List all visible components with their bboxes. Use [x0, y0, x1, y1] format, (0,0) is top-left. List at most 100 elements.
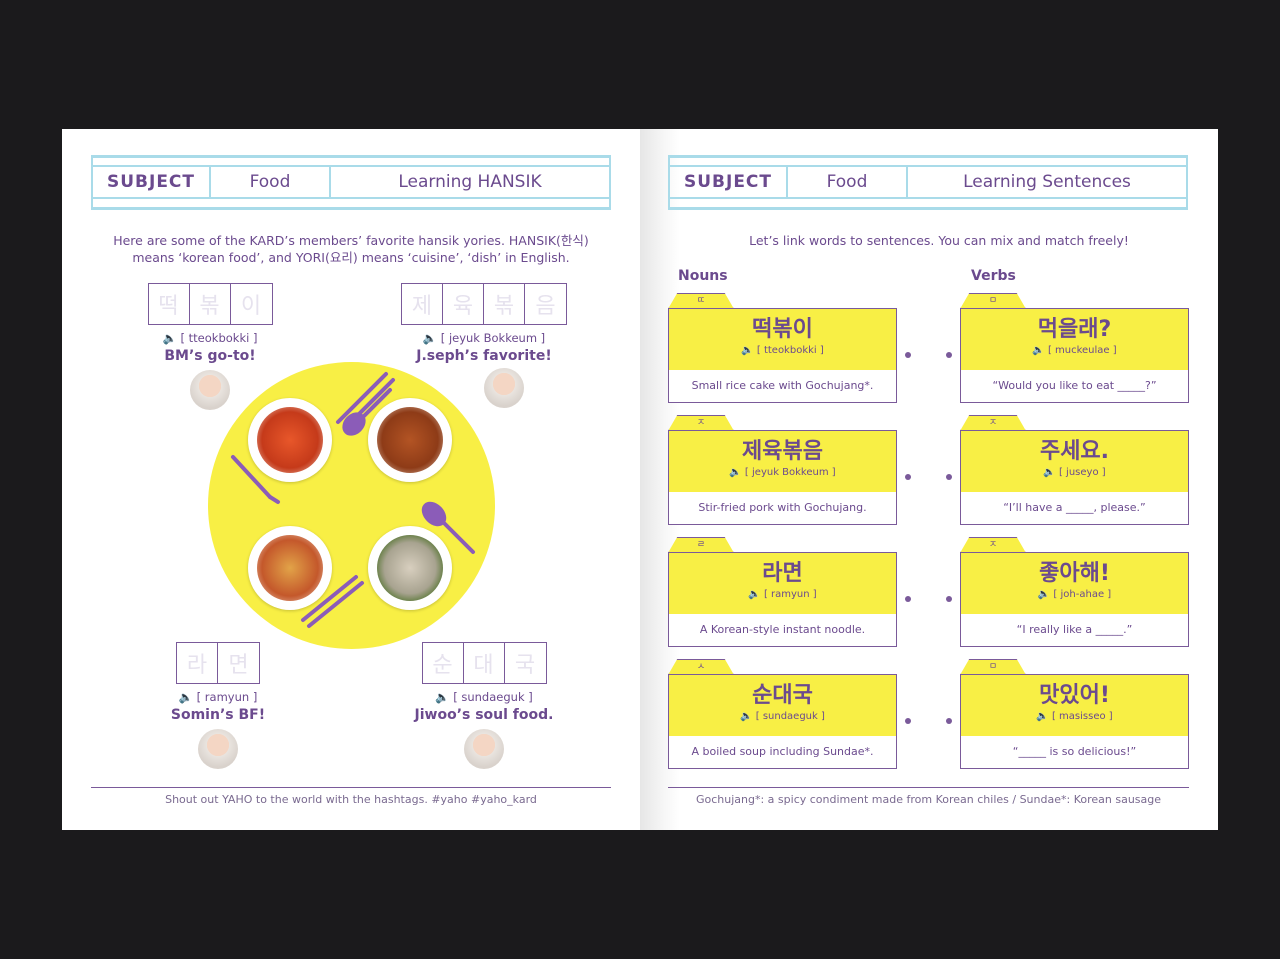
- topic-label: Food: [211, 167, 331, 197]
- card-body: 순대국 🔈 [ sundaeguk ] A boiled soup includ…: [668, 674, 897, 769]
- link-dot[interactable]: [946, 596, 952, 602]
- link-dot[interactable]: [905, 596, 911, 602]
- intro-text: Here are some of the KARD’s members’ fav…: [62, 232, 640, 266]
- link-dot[interactable]: [905, 474, 911, 480]
- korean-word: 순대국: [752, 683, 813, 708]
- caption: Somin’s BF!: [170, 707, 266, 723]
- korean-word: 먹을래?: [1037, 317, 1112, 342]
- meaning: “I’ll have a _____, please.”: [1003, 501, 1146, 514]
- left-page: SUBJECT Food Learning HANSIK Here are so…: [62, 129, 640, 830]
- card-body: 먹을래? 🔈 [ muckeulae ] “Would you like to …: [960, 308, 1189, 403]
- pronunciation[interactable]: 🔈 [ ramyun ]: [748, 589, 817, 600]
- link-dot[interactable]: [946, 352, 952, 358]
- card-top: 먹을래? 🔈 [ muckeulae ]: [961, 309, 1188, 370]
- meaning: A Korean-style instant noodle.: [699, 623, 866, 636]
- intro-text: Let’s link words to sentences. You can m…: [749, 233, 1129, 248]
- verb-card[interactable]: ㅁ 맛있어! 🔈 [ masisseo ] “_____ is so delic…: [960, 659, 1189, 769]
- card-body: 맛있어! 🔈 [ masisseo ] “_____ is so delicio…: [960, 674, 1189, 769]
- korean-word: 라면: [762, 561, 803, 586]
- verb-card[interactable]: ㅈ 주세요. 🔈 [ juseyo ] “I’ll have a _____, …: [960, 415, 1189, 525]
- meaning: A boiled soup including Sundae*.: [691, 745, 874, 758]
- card-tab: ㄸ: [668, 293, 734, 309]
- card-body: 떡볶이 🔈 [ tteokbokki ] Small rice cake wit…: [668, 308, 897, 403]
- noun-card[interactable]: ㅈ 제육볶음 🔈 [ jeyuk Bokkeum ] Stir-fried po…: [668, 415, 897, 525]
- meaning: “_____ is so delicious!”: [1012, 745, 1137, 758]
- pronunciation[interactable]: 🔈 [ jeyuk Bokkeum ]: [422, 331, 546, 345]
- pronunciation[interactable]: 🔈 [ sundaeguk ]: [435, 690, 533, 704]
- card-top: 떡볶이 🔈 [ tteokbokki ]: [669, 309, 896, 370]
- pronunciation[interactable]: 🔈 [ masisseo ]: [1036, 711, 1113, 722]
- pronunciation[interactable]: 🔈 [ tteokbokki ]: [741, 345, 824, 356]
- card-tab: ㅁ: [960, 659, 1026, 675]
- korean-word: 제육볶음: [742, 439, 823, 464]
- card-top: 순대국 🔈 [ sundaeguk ]: [669, 675, 896, 736]
- pronunciation[interactable]: 🔈 [ tteokbokki ]: [162, 331, 258, 345]
- card-tab: ㄹ: [668, 537, 734, 553]
- subject-label: SUBJECT: [93, 167, 211, 197]
- footer-note: Shout out YAHO to the world with the has…: [91, 787, 611, 806]
- caption: J.seph’s favorite!: [416, 348, 552, 364]
- meaning: Small rice cake with Gochujang*.: [691, 379, 874, 392]
- footnote: Gochujang*: a spicy condiment made from …: [668, 787, 1189, 806]
- card-top: 맛있어! 🔈 [ masisseo ]: [961, 675, 1188, 736]
- page-title: Learning Sentences: [963, 172, 1131, 192]
- subject-label: SUBJECT: [670, 167, 788, 197]
- caption: BM’s go-to!: [164, 348, 256, 364]
- link-dot[interactable]: [946, 474, 952, 480]
- ramyun-dish-image: [248, 526, 332, 610]
- member-avatar: [190, 370, 230, 410]
- noun-card[interactable]: ㄸ 떡볶이 🔈 [ tteokbokki ] Small rice cake w…: [668, 293, 897, 403]
- link-dot[interactable]: [905, 718, 911, 724]
- noun-card[interactable]: ㅅ 순대국 🔈 [ sundaeguk ] A boiled soup incl…: [668, 659, 897, 769]
- meaning: Stir-fried pork with Gochujang.: [698, 501, 867, 514]
- link-dot[interactable]: [946, 718, 952, 724]
- subject-header: SUBJECT Food Learning Sentences: [668, 155, 1188, 210]
- meaning: “Would you like to eat _____?”: [992, 379, 1157, 392]
- noun-card[interactable]: ㄹ 라면 🔈 [ ramyun ] A Korean-style instant…: [668, 537, 897, 647]
- verbs-label: Verbs: [971, 268, 1016, 284]
- tteokbokki-dish-image: [248, 398, 332, 482]
- card-tab: ㅁ: [960, 293, 1026, 309]
- link-dot[interactable]: [905, 352, 911, 358]
- korean-word: 좋아해!: [1039, 561, 1110, 586]
- card-top: 제육볶음 🔈 [ jeyuk Bokkeum ]: [669, 431, 896, 492]
- jeyuk-dish-image: [368, 398, 452, 482]
- card-top: 주세요. 🔈 [ juseyo ]: [961, 431, 1188, 492]
- member-avatar: [464, 729, 504, 769]
- verb-card[interactable]: ㅁ 먹을래? 🔈 [ muckeulae ] “Would you like t…: [960, 293, 1189, 403]
- pronunciation[interactable]: 🔈 [ jeyuk Bokkeum ]: [729, 467, 836, 478]
- right-page: SUBJECT Food Learning Sentences Let’s li…: [640, 129, 1218, 830]
- intro-line: Here are some of the KARD’s members’ fav…: [113, 233, 589, 248]
- pronunciation[interactable]: 🔈 [ joh-ahae ]: [1037, 589, 1112, 600]
- page-title: Learning HANSIK: [398, 172, 542, 192]
- korean-word: 떡볶이: [752, 317, 813, 342]
- pronunciation[interactable]: 🔈 [ muckeulae ]: [1032, 345, 1117, 356]
- card-top: 라면 🔈 [ ramyun ]: [669, 553, 896, 614]
- sundaeguk-dish-image: [368, 526, 452, 610]
- korean-word: 맛있어!: [1039, 683, 1110, 708]
- card-body: 라면 🔈 [ ramyun ] A Korean-style instant n…: [668, 552, 897, 647]
- nouns-label: Nouns: [678, 268, 728, 284]
- card-tab: ㅅ: [668, 659, 734, 675]
- member-avatar: [484, 368, 524, 408]
- pronunciation[interactable]: 🔈 [ sundaeguk ]: [740, 711, 825, 722]
- card-body: 주세요. 🔈 [ juseyo ] “I’ll have a _____, pl…: [960, 430, 1189, 525]
- card-tab: ㅈ: [960, 537, 1026, 553]
- topic-label: Food: [788, 167, 908, 197]
- card-tab: ㅈ: [960, 415, 1026, 431]
- pronunciation[interactable]: 🔈 [ juseyo ]: [1043, 467, 1106, 478]
- card-top: 좋아해! 🔈 [ joh-ahae ]: [961, 553, 1188, 614]
- subject-header: SUBJECT Food Learning HANSIK: [91, 155, 611, 210]
- meaning: “I really like a _____.”: [1016, 623, 1133, 636]
- pronunciation[interactable]: 🔈 [ ramyun ]: [178, 690, 258, 704]
- korean-word: 주세요.: [1039, 439, 1110, 464]
- verb-card[interactable]: ㅈ 좋아해! 🔈 [ joh-ahae ] “I really like a _…: [960, 537, 1189, 647]
- plate: [208, 362, 495, 649]
- member-avatar: [198, 729, 238, 769]
